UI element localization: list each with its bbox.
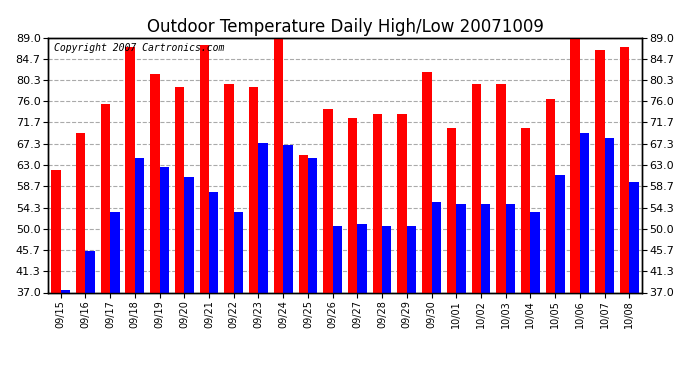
Bar xyxy=(382,226,391,292)
Bar xyxy=(61,290,70,292)
Bar xyxy=(447,128,456,292)
Bar xyxy=(110,211,119,292)
Bar xyxy=(333,226,342,292)
Bar xyxy=(308,158,317,292)
Bar xyxy=(323,109,333,292)
Bar xyxy=(571,38,580,292)
Bar xyxy=(373,114,382,292)
Bar xyxy=(546,99,555,292)
Bar xyxy=(209,192,219,292)
Bar xyxy=(234,211,243,292)
Bar xyxy=(357,224,367,292)
Bar xyxy=(595,50,604,292)
Bar xyxy=(604,138,614,292)
Bar xyxy=(397,114,407,292)
Bar xyxy=(555,175,564,292)
Bar xyxy=(299,155,308,292)
Bar xyxy=(407,226,416,292)
Bar xyxy=(184,177,194,292)
Bar xyxy=(150,74,159,292)
Bar xyxy=(456,204,466,292)
Bar xyxy=(274,38,283,292)
Bar xyxy=(422,72,431,292)
Bar xyxy=(101,104,110,292)
Bar xyxy=(620,47,629,292)
Bar xyxy=(76,133,86,292)
Bar xyxy=(348,118,357,292)
Bar xyxy=(629,182,639,292)
Text: Copyright 2007 Cartronics.com: Copyright 2007 Cartronics.com xyxy=(55,43,225,52)
Bar xyxy=(126,47,135,292)
Bar xyxy=(580,133,589,292)
Bar xyxy=(249,87,259,292)
Bar xyxy=(259,143,268,292)
Bar xyxy=(471,84,481,292)
Bar xyxy=(283,146,293,292)
Bar xyxy=(199,45,209,292)
Bar xyxy=(431,202,441,292)
Bar xyxy=(175,87,184,292)
Bar xyxy=(135,158,144,292)
Bar xyxy=(159,168,169,292)
Bar xyxy=(521,128,531,292)
Bar xyxy=(531,211,540,292)
Bar xyxy=(224,84,234,292)
Bar xyxy=(481,204,491,292)
Title: Outdoor Temperature Daily High/Low 20071009: Outdoor Temperature Daily High/Low 20071… xyxy=(146,18,544,36)
Bar xyxy=(496,84,506,292)
Bar xyxy=(51,170,61,292)
Bar xyxy=(86,251,95,292)
Bar xyxy=(506,204,515,292)
